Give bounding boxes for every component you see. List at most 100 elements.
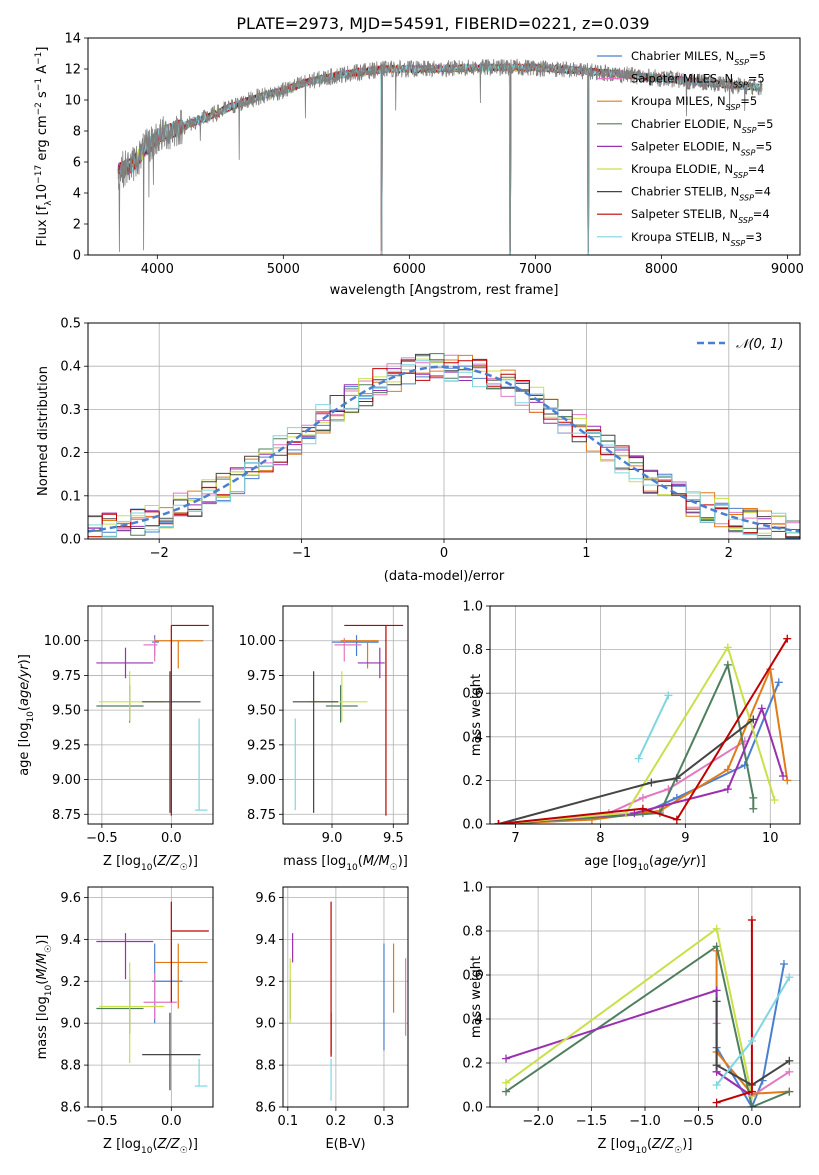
legend-entry: Chabrier ELODIE, NSSP=5 (631, 117, 773, 135)
x-tick-label: 5000 (267, 262, 300, 277)
massweight-vs-age-x-label: age [log10(age/yr)] (584, 854, 706, 873)
legend-entry: Kroupa MILES, NSSP=5 (631, 94, 757, 112)
x-tick-label: −2 (150, 546, 169, 561)
x-tick-label: −0.5 (86, 831, 118, 846)
residual-histogram (88, 360, 800, 539)
mass-weight-marker (749, 715, 758, 724)
axes-frame (87, 605, 214, 825)
y-tick-label: 6 (73, 156, 81, 171)
y-tick-label: 0.6 (462, 687, 483, 702)
legend-entry: Kroupa ELODIE, NSSP=4 (631, 162, 765, 180)
y-tick-label: 0.4 (462, 730, 483, 745)
y-tick-label: 0.8 (462, 925, 483, 940)
y-tick-label: 0.0 (60, 533, 81, 548)
massweight-vs-age-data (494, 634, 792, 824)
x-tick-label: 9 (681, 831, 689, 846)
mass-weight-marker (638, 804, 647, 813)
x-tick-label: 7 (511, 831, 519, 846)
x-tick-label: 9.5 (383, 831, 404, 846)
x-tick-label: −0.5 (86, 1114, 118, 1129)
y-tick-label: 9.00 (247, 773, 276, 788)
mass-weight-marker (672, 774, 681, 783)
x-tick-label: 0.0 (161, 1114, 182, 1129)
y-tick-label: 9.25 (247, 738, 276, 753)
y-tick-label: 9.6 (60, 891, 81, 906)
mass-weight-marker (749, 804, 758, 813)
mass-weight-marker (785, 1056, 794, 1065)
legend-entry: Chabrier MILES, NSSP=5 (631, 49, 766, 67)
mass-weight-line (637, 694, 670, 760)
age-vs-Z-data (96, 624, 209, 816)
mass-weight-marker (770, 796, 779, 805)
mass-weight-marker (747, 916, 756, 924)
mass-weight-marker (712, 1081, 721, 1089)
y-tick-label: 8.8 (255, 1059, 276, 1074)
legend-entry: Salpeter MILES, NSSP=5 (631, 72, 765, 90)
x-tick-label: 0.3 (374, 1114, 395, 1129)
x-tick-label: 9000 (771, 262, 804, 277)
mass-weight-line (715, 1001, 790, 1087)
mass-weight-marker (779, 960, 788, 968)
mass-weight-line (505, 944, 790, 1107)
mass-weight-marker (757, 704, 766, 713)
y-tick-label: 10 (64, 94, 81, 109)
mass-vs-Z-y-label: mass [log10(M/M☉)] (35, 935, 54, 1060)
residuals-data (88, 353, 800, 539)
x-tick-label: 9.0 (322, 831, 343, 846)
y-tick-label: 0.6 (462, 969, 483, 984)
massweight-vs-Z-x-label: Z [log10(Z/Z☉)] (598, 1137, 693, 1156)
y-tick-label: 0 (73, 249, 81, 264)
y-tick-label: 1.0 (462, 881, 483, 896)
spectrum-x-label: wavelength [Angstrom, rest frame] (330, 283, 559, 298)
y-tick-label: 14 (64, 32, 81, 47)
y-tick-label: 9.2 (60, 975, 81, 990)
x-tick-label: 0.0 (161, 831, 182, 846)
axes-frame (87, 37, 801, 256)
mass-weight-marker (502, 1078, 511, 1087)
mass-weight-marker (723, 643, 732, 652)
y-tick-label: 0.4 (60, 360, 81, 375)
age-vs-mass-data (292, 624, 404, 816)
y-tick-label: 0.8 (462, 643, 483, 658)
mass-weight-line (498, 644, 776, 824)
x-tick-label: 7000 (519, 262, 552, 277)
y-tick-label: 8.6 (60, 1101, 81, 1116)
massweight-vs-age-axes: 7 8 9 10 0.0 0.2 0.4 0.6 0.8 1.0 age [log10(age/yr… (462, 600, 801, 873)
mass-weight-marker (647, 778, 656, 787)
y-tick-label: 4 (73, 187, 81, 202)
y-tick-label: 0.1 (60, 489, 81, 504)
mass-weight-marker (634, 754, 643, 763)
y-tick-label: 8.8 (60, 1059, 81, 1074)
axes-frame (87, 886, 214, 1108)
y-tick-label: 0.0 (462, 1101, 483, 1116)
y-tick-label: 0.3 (60, 403, 81, 418)
x-tick-label: 0 (440, 546, 448, 561)
mass-vs-Z-x-label: Z [log10(Z/Z☉)] (103, 1137, 198, 1156)
mass-vs-ebv-data (289, 901, 407, 1101)
legend-entry: Salpeter ELODIE, NSSP=5 (631, 139, 772, 157)
y-tick-label: 8.75 (52, 808, 81, 823)
spectrum-data-line (117, 58, 763, 253)
mass-weight-marker (712, 1061, 721, 1070)
residuals-axes: −2 −1 0 1 2 0.0 0.1 0.2 0.3 0.4 0.5 (data-model)/er… (36, 317, 801, 584)
y-tick-label: 10.00 (239, 634, 276, 649)
y-tick-label: 9.50 (247, 704, 276, 719)
y-tick-label: 9.6 (255, 891, 276, 906)
mass-weight-line (498, 638, 789, 824)
mass-weight-marker (783, 776, 792, 785)
mass-vs-Z-axes: −0.5 0.0 8.6 8.8 9.0 9.2 9.4 9.6 Z [log10(Z/Z☉)]… (35, 886, 214, 1156)
mass-weight-marker (749, 793, 758, 802)
x-tick-label: −1 (292, 546, 311, 561)
y-tick-label: 0.5 (60, 317, 81, 332)
y-tick-label: 10.00 (44, 634, 81, 649)
y-tick-label: 8 (73, 125, 81, 140)
mass-weight-marker (712, 997, 721, 1006)
y-tick-label: 8.75 (247, 808, 276, 823)
x-tick-label: 2 (725, 546, 733, 561)
y-tick-label: 0.2 (60, 446, 81, 461)
y-tick-label: 8.6 (255, 1101, 276, 1116)
x-tick-label: 1 (582, 546, 590, 561)
axes-frame (282, 605, 409, 825)
